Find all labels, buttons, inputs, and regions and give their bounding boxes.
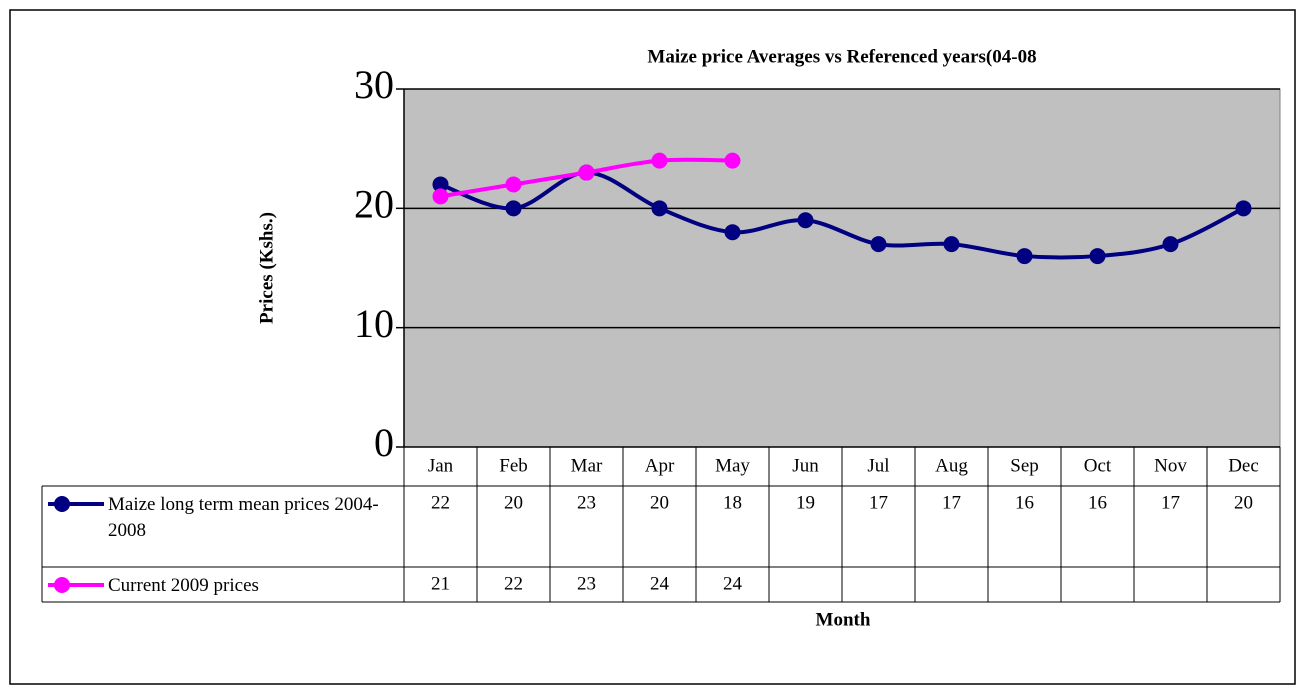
data-point xyxy=(797,212,814,229)
table-value: 24 xyxy=(650,573,670,594)
data-point xyxy=(943,236,960,253)
x-tick-label: Apr xyxy=(645,455,675,476)
data-point xyxy=(724,152,741,169)
x-tick-label: Jan xyxy=(428,455,454,476)
data-point xyxy=(432,176,449,193)
x-tick-label: May xyxy=(715,455,750,476)
data-point xyxy=(1016,248,1033,265)
table-value: 18 xyxy=(723,492,742,513)
table-value: 17 xyxy=(942,492,961,513)
table-value: 17 xyxy=(1161,492,1180,513)
data-point xyxy=(651,152,668,169)
table-value: 19 xyxy=(796,492,815,513)
y-tick-label: 20 xyxy=(354,182,394,227)
x-tick-label: Dec xyxy=(1228,455,1259,476)
legend-text-box: Maize long term mean prices 2004-2008 xyxy=(108,494,379,541)
table-value: 22 xyxy=(504,573,523,594)
legend-label: Current 2009 prices xyxy=(108,575,259,596)
x-tick-label: Jul xyxy=(867,455,889,476)
data-point xyxy=(578,164,595,181)
legend-marker xyxy=(54,577,70,593)
x-tick-label: Jun xyxy=(792,455,819,476)
data-point xyxy=(505,200,522,217)
table-value: 20 xyxy=(504,492,523,513)
legend-text-box: Current 2009 prices xyxy=(108,575,259,596)
data-point xyxy=(651,200,668,217)
table-value: 24 xyxy=(723,573,743,594)
data-point xyxy=(1089,248,1106,265)
x-tick-label: Aug xyxy=(935,455,968,476)
table-value: 23 xyxy=(577,492,596,513)
data-point xyxy=(505,176,522,193)
table-value: 23 xyxy=(577,573,596,594)
table-value: 17 xyxy=(869,492,888,513)
chart-title: Maize price Averages vs Referenced years… xyxy=(647,46,1036,67)
legend-marker xyxy=(54,496,70,512)
table-value: 22 xyxy=(431,492,450,513)
y-axis-label: Prices (Kshs.) xyxy=(256,212,277,324)
x-tick-label: Oct xyxy=(1084,455,1112,476)
table-value: 21 xyxy=(431,573,450,594)
y-tick-label: 30 xyxy=(354,62,394,107)
x-tick-label: Mar xyxy=(571,455,603,476)
legend-label: Maize long term mean prices 2004-2008 xyxy=(108,494,379,541)
x-tick-label: Nov xyxy=(1154,455,1187,476)
table-value: 20 xyxy=(650,492,669,513)
y-tick-label: 10 xyxy=(354,301,394,346)
x-tick-label: Feb xyxy=(499,455,528,476)
table-value: 16 xyxy=(1015,492,1034,513)
y-tick-label: 0 xyxy=(374,420,394,465)
data-point xyxy=(724,224,741,241)
data-point xyxy=(432,188,449,205)
data-point xyxy=(870,236,887,253)
data-point xyxy=(1162,236,1179,253)
table-value: 16 xyxy=(1088,492,1107,513)
data-point xyxy=(1235,200,1252,217)
table-value: 20 xyxy=(1234,492,1253,513)
x-axis-label: Month xyxy=(816,609,871,630)
plot-area xyxy=(403,88,1281,448)
x-tick-label: Sep xyxy=(1010,455,1039,476)
